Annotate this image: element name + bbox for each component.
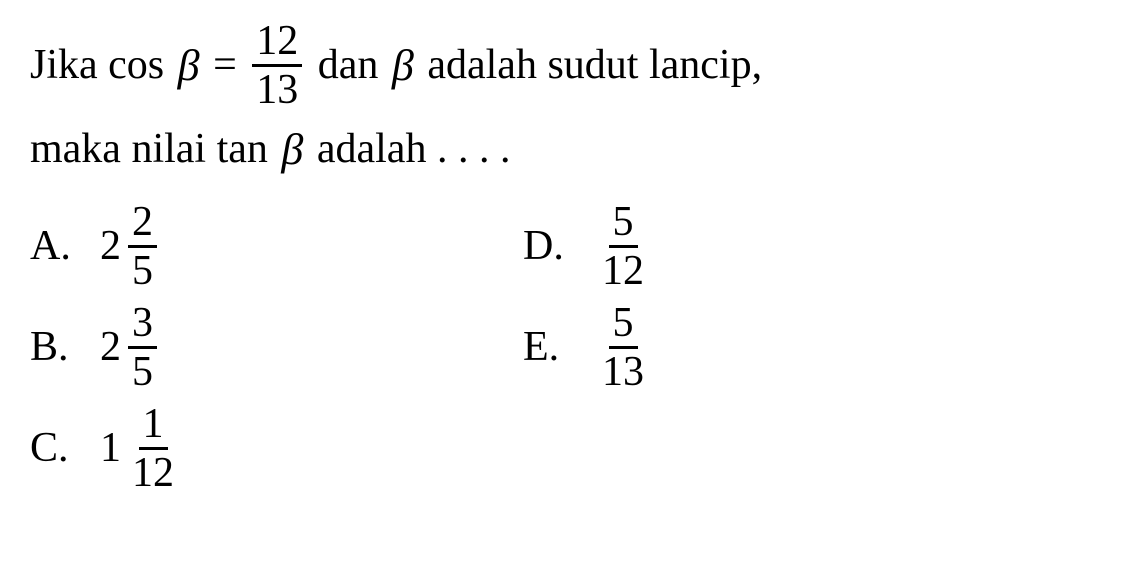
fraction-numerator: 2 (128, 201, 157, 248)
options-column-left: A. 2 2 5 B. 2 3 5 (30, 201, 183, 494)
option-value-c: 1 1 12 (100, 403, 183, 494)
option-a: A. 2 2 5 (30, 201, 183, 292)
fraction: 2 5 (128, 201, 157, 292)
text-adalah-sudut: adalah sudut lancip, (417, 36, 762, 95)
fraction-denominator: 12 (128, 450, 178, 494)
option-value-b: 2 3 5 (100, 302, 162, 393)
options-column-right: D. 5 12 E. 5 13 (523, 201, 653, 494)
question-line-2: maka nilai tan β adalah . . . . (30, 119, 1116, 181)
fraction-denominator: 13 (598, 349, 648, 393)
option-b: B. 2 3 5 (30, 302, 183, 393)
text-jika-cos: Jika cos (30, 36, 175, 95)
option-d: D. 5 12 (523, 201, 653, 292)
option-letter-a: A. (30, 217, 100, 276)
option-e: E. 5 13 (523, 302, 653, 393)
beta-symbol: β (175, 35, 203, 97)
text-adalah-ellipsis: adalah . . . . (306, 120, 510, 179)
fraction-12-13: 12 13 (252, 20, 302, 111)
fraction-numerator: 5 (609, 302, 638, 349)
mixed-whole: 2 (100, 217, 121, 276)
option-letter-e: E. (523, 318, 593, 377)
option-letter-d: D. (523, 217, 593, 276)
fraction-denominator: 5 (128, 248, 157, 292)
option-value-a: 2 2 5 (100, 201, 162, 292)
option-value-d: 5 12 (593, 201, 653, 292)
option-c: C. 1 1 12 (30, 403, 183, 494)
mixed-whole: 2 (100, 318, 121, 377)
text-dan: dan (307, 36, 389, 95)
options-container: A. 2 2 5 B. 2 3 5 (30, 201, 1116, 494)
fraction: 5 12 (598, 201, 648, 292)
option-letter-b: B. (30, 318, 100, 377)
beta-symbol: β (389, 35, 417, 97)
fraction-denominator: 12 (598, 248, 648, 292)
question-line-1: Jika cos β = 12 13 dan β adalah sudut la… (30, 20, 1116, 111)
option-letter-c: C. (30, 419, 100, 478)
fraction-numerator: 12 (252, 20, 302, 67)
fraction-numerator: 5 (609, 201, 638, 248)
option-value-e: 5 13 (593, 302, 653, 393)
fraction-denominator: 13 (252, 67, 302, 111)
math-problem: Jika cos β = 12 13 dan β adalah sudut la… (30, 20, 1116, 494)
mixed-whole: 1 (100, 419, 121, 478)
beta-symbol: β (278, 119, 306, 181)
text-maka-nilai: maka nilai tan (30, 120, 278, 179)
fraction: 1 12 (128, 403, 178, 494)
fraction-denominator: 5 (128, 349, 157, 393)
fraction: 3 5 (128, 302, 157, 393)
fraction: 5 13 (598, 302, 648, 393)
fraction-numerator: 1 (139, 403, 168, 450)
text-equals: = (203, 36, 248, 95)
fraction-numerator: 3 (128, 302, 157, 349)
